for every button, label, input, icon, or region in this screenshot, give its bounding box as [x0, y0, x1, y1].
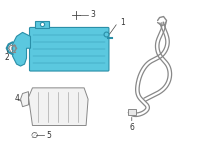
Polygon shape: [13, 32, 30, 66]
Text: ∅: ∅: [30, 131, 38, 140]
Polygon shape: [29, 88, 88, 126]
FancyBboxPatch shape: [29, 27, 109, 71]
Text: 1: 1: [120, 18, 125, 27]
Text: 2: 2: [5, 53, 9, 62]
Polygon shape: [35, 20, 49, 28]
Bar: [128, 109, 136, 115]
Text: 5: 5: [46, 131, 51, 140]
Polygon shape: [21, 92, 29, 107]
Text: 4: 4: [15, 94, 19, 103]
Text: 3: 3: [90, 10, 95, 19]
Text: 6: 6: [130, 123, 135, 132]
